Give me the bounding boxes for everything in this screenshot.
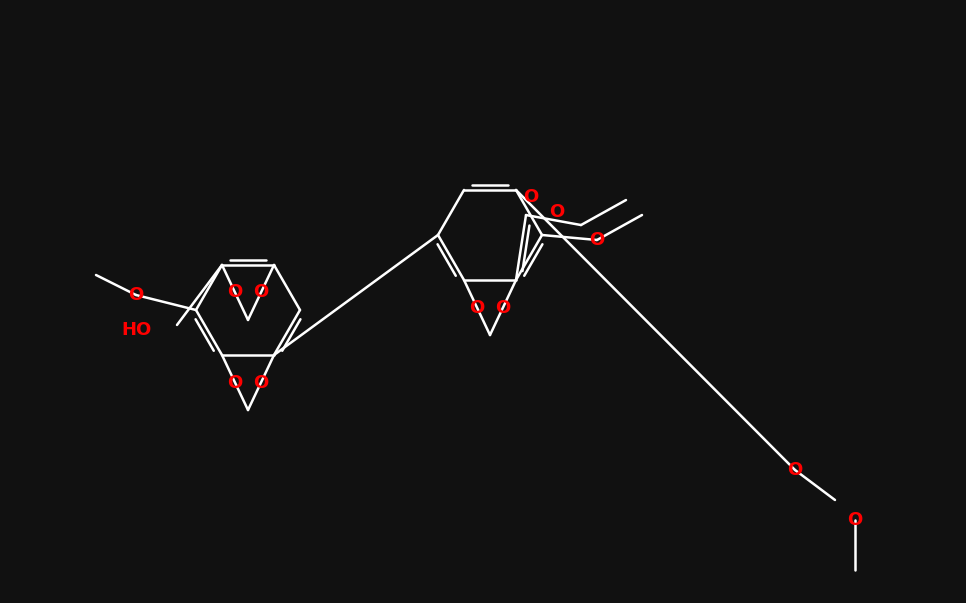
Text: O: O [589,231,605,249]
Text: O: O [469,298,485,317]
Text: O: O [496,298,511,317]
Text: O: O [128,286,144,304]
Text: O: O [227,283,242,302]
Text: O: O [549,203,564,221]
Text: O: O [253,373,269,391]
Text: O: O [847,511,863,529]
Text: O: O [524,188,539,206]
Text: O: O [787,461,803,479]
Text: HO: HO [122,321,152,339]
Text: O: O [253,283,269,302]
Text: O: O [227,373,242,391]
